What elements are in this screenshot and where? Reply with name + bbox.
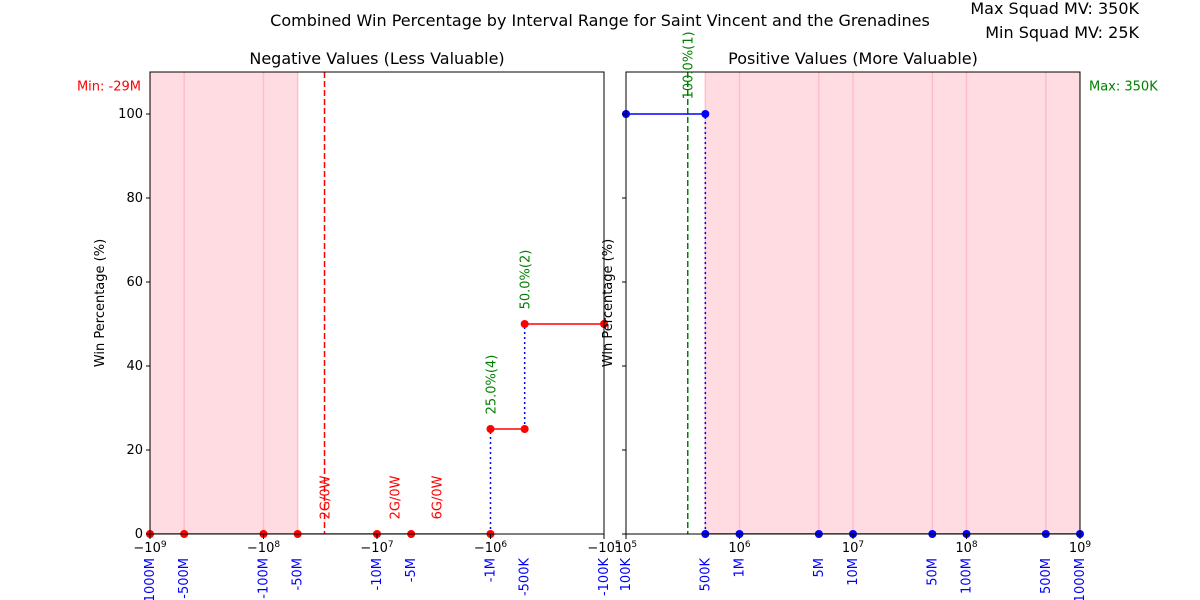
interval-label: 500M [1039,558,1054,594]
interval-label: 5M [812,558,827,578]
interval-label: 100M [960,558,975,594]
y-tick-label: 80 [126,191,143,206]
plot-area [150,72,604,534]
interval-label: -5M [404,558,419,582]
annotation: 2G/0W [319,475,334,519]
figure-title: Combined Win Percentage by Interval Rang… [270,11,930,30]
min-squad-mv-label: Min Squad MV: 25K [985,23,1139,42]
data-point [520,425,529,433]
y-tick-label: 20 [126,443,143,458]
panel-title: Negative Values (Less Valuable) [249,49,504,68]
x-tick-label: 105 [615,540,637,556]
y-axis-label: Win Percentage (%) [93,239,108,367]
plot-area [626,72,1080,534]
y-axis-label: Win Percentage (%) [601,239,616,367]
interval-label: -100M [257,558,272,599]
interval-label: -100K [597,558,612,597]
data-point [520,320,529,328]
shaded-range [705,72,1080,534]
x-tick-label: 109 [1069,540,1092,556]
min-label: Min: -29M [77,80,141,95]
x-tick-label: 106 [728,540,751,556]
interval-label: 50M [925,558,940,586]
max-squad-mv-label: Max Squad MV: 350K [970,0,1139,18]
y-tick-label: 60 [126,275,143,290]
y-tick-label: 100 [118,107,143,122]
annotation: 6G/0W [430,475,445,519]
interval-label: -50M [291,558,306,590]
positive-values-panel: Positive Values (More Valuable) Win Perce… [601,31,1158,600]
x-tick-label: 107 [842,540,864,556]
panel-title: Positive Values (More Valuable) [728,49,978,68]
x-tick-label: −105 [587,540,620,556]
annotation: 25.0%(4) [485,355,500,415]
data-point [701,110,710,118]
x-tick-label: −109 [133,540,166,556]
interval-label: 500K [698,558,713,592]
x-tick-label: −106 [474,540,507,556]
y-tick-label: 40 [126,359,143,374]
interval-label: 100K [619,558,634,592]
y-tick-label: 0 [135,527,143,542]
interval-label: -500M [177,558,192,599]
interval-label: -10M [370,558,385,590]
shaded-range [150,72,298,534]
interval-label: -1M [484,558,499,582]
annotation: 2G/0W [389,475,404,519]
interval-label: 10M [846,558,861,586]
interval-label: -500K [518,558,533,597]
interval-label: -1000M [143,558,158,600]
x-tick-label: −108 [247,540,280,556]
annotation: 100.0%(1) [682,31,697,99]
x-tick-label: 108 [955,540,978,556]
x-tick-label: −107 [360,540,393,556]
data-point [486,425,495,433]
max-label: Max: 350K [1089,80,1158,95]
annotation: 50.0%(2) [519,250,534,310]
interval-label: 1000M [1073,558,1088,600]
negative-values-panel: Negative Values (Less Valuable) 0 20 40 60 80… [77,49,621,600]
interval-label: 1M [733,558,748,578]
